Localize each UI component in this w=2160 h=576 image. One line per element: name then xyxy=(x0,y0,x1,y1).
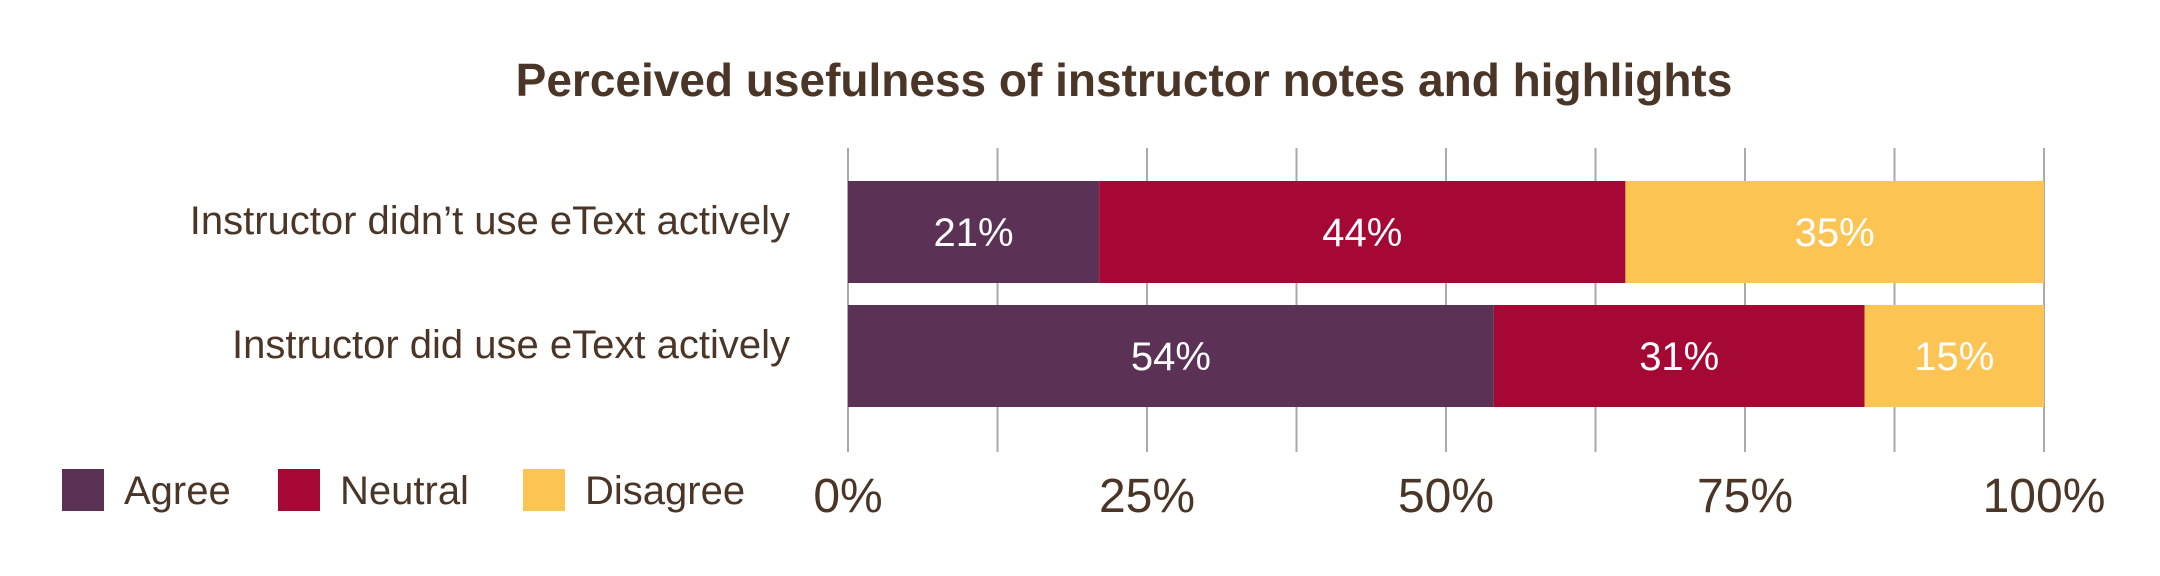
bar-segment-neutral xyxy=(1493,305,1865,407)
bar-segment-agree xyxy=(848,305,1494,407)
legend-item-neutral: Neutral xyxy=(278,469,469,513)
legend-label: Neutral xyxy=(340,469,469,513)
data-label: 54% xyxy=(1131,335,1211,379)
category-labels: Instructor didn’t use eText actively Inst… xyxy=(190,199,790,367)
category-label: Instructor did use eText actively xyxy=(232,323,790,367)
category-label: Instructor didn’t use eText actively xyxy=(190,199,790,243)
x-tick-label: 75% xyxy=(1697,470,1793,523)
x-tick-label: 25% xyxy=(1099,470,1195,523)
x-axis-tick-labels: 0% 25% 50% 75% 100% xyxy=(813,470,2105,523)
legend-label: Agree xyxy=(124,469,231,513)
x-tick-label: 50% xyxy=(1398,470,1494,523)
legend-item-disagree: Disagree xyxy=(523,469,745,513)
bar-segment-disagree xyxy=(1864,305,2044,407)
bars: 21% 44% 35% 54% 31% 15% xyxy=(848,181,2044,407)
data-label: 31% xyxy=(1639,335,1719,379)
data-label: 44% xyxy=(1322,211,1402,255)
data-label: 15% xyxy=(1914,335,1994,379)
data-label: 35% xyxy=(1795,211,1875,255)
bar-segment-agree xyxy=(848,181,1100,283)
x-tick-label: 0% xyxy=(813,470,882,523)
chart-title: Perceived usefulness of instructor notes… xyxy=(516,54,1733,106)
x-tick-label: 100% xyxy=(1983,470,2106,523)
legend-swatch xyxy=(62,469,104,511)
legend: Agree Neutral Disagree xyxy=(62,469,745,513)
legend-swatch xyxy=(523,469,565,511)
bar-segment-neutral xyxy=(1099,181,1626,283)
legend-label: Disagree xyxy=(585,469,745,513)
legend-item-agree: Agree xyxy=(62,469,231,513)
data-label: 21% xyxy=(934,211,1014,255)
bar-segment-disagree xyxy=(1625,181,2044,283)
legend-swatch xyxy=(278,469,320,511)
